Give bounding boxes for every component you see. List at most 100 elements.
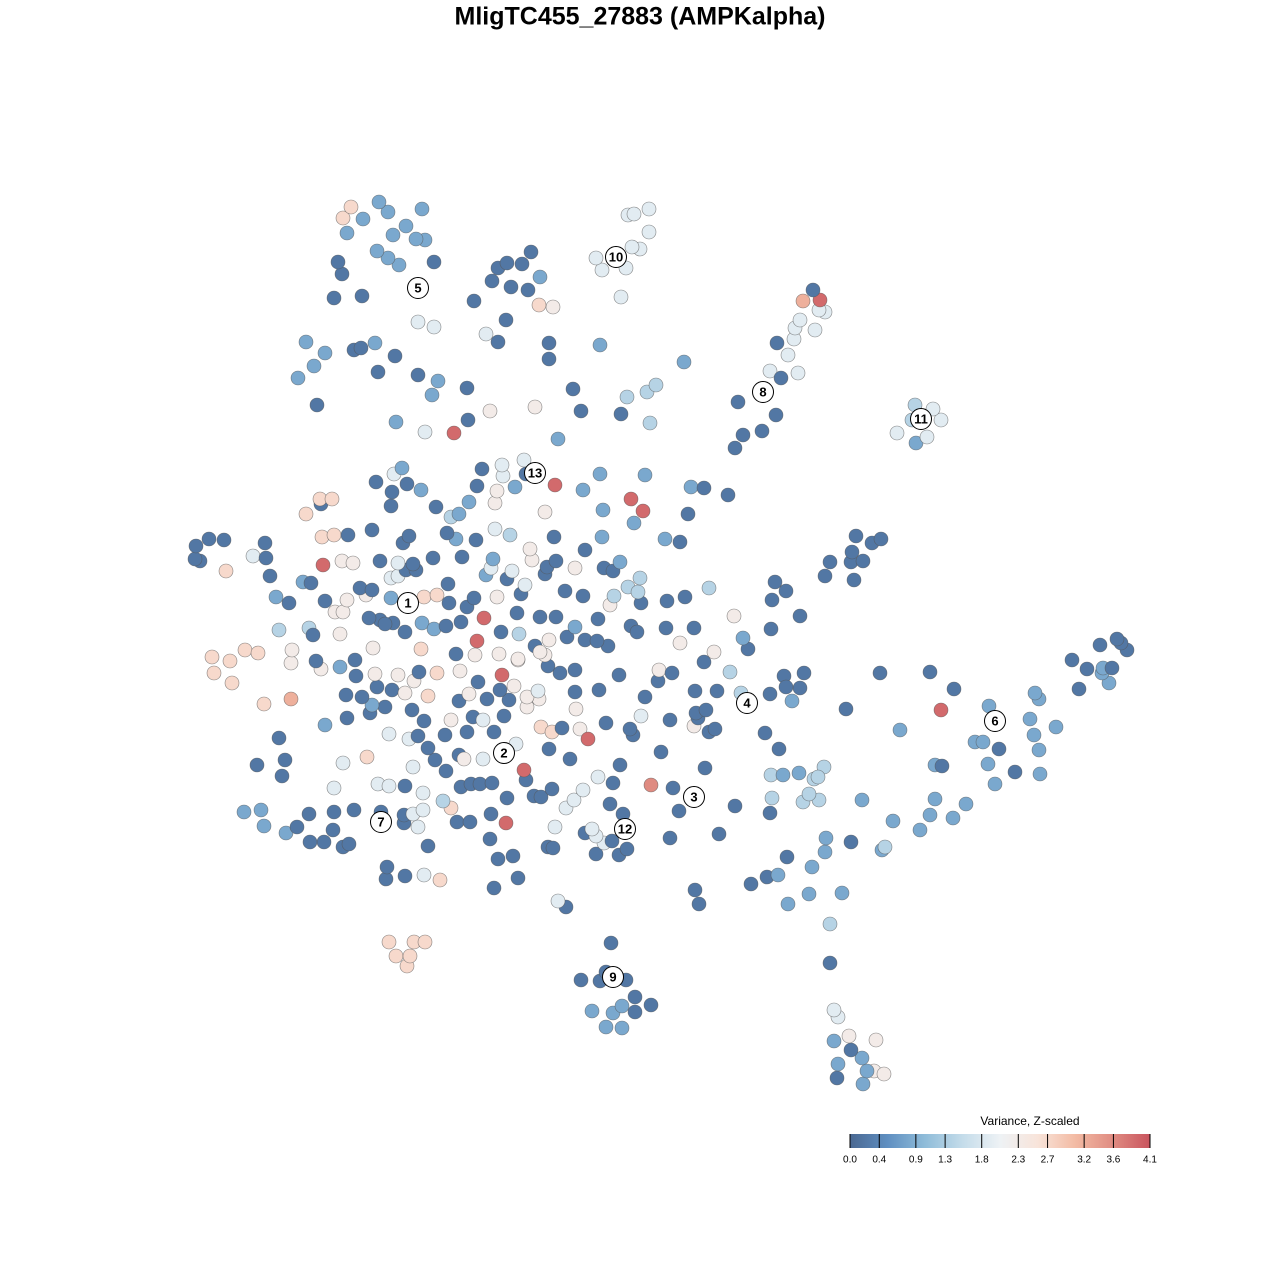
point	[204, 649, 220, 665]
point	[517, 577, 533, 593]
point	[326, 290, 342, 306]
point	[354, 689, 370, 705]
point	[1101, 675, 1117, 691]
point	[691, 896, 707, 912]
colorbar-tick-label: 3.2	[1077, 1155, 1091, 1166]
point	[338, 687, 354, 703]
point	[339, 225, 355, 241]
point	[623, 491, 639, 507]
point	[1007, 764, 1023, 780]
point	[854, 792, 870, 808]
point	[468, 532, 484, 548]
point	[889, 425, 905, 441]
point	[487, 521, 503, 537]
point	[330, 254, 346, 270]
point	[1026, 727, 1042, 743]
point	[443, 712, 459, 728]
colorbar-tick-label: 0.0	[843, 1155, 857, 1166]
cluster-label: 13	[528, 465, 542, 480]
point	[826, 1033, 842, 1049]
point	[637, 689, 653, 705]
point	[683, 479, 699, 495]
point	[768, 407, 784, 423]
point	[475, 751, 491, 767]
points	[187, 194, 1135, 1092]
point	[589, 633, 605, 649]
point	[474, 461, 490, 477]
point	[506, 678, 522, 694]
point	[479, 691, 495, 707]
point	[324, 491, 340, 507]
point	[249, 757, 265, 773]
point	[532, 609, 548, 625]
point	[541, 632, 557, 648]
point	[383, 498, 399, 514]
point	[335, 210, 351, 226]
point	[1064, 652, 1080, 668]
point	[274, 768, 290, 784]
point	[364, 582, 380, 598]
point	[791, 765, 807, 781]
point	[552, 665, 568, 681]
point	[598, 715, 614, 731]
point	[927, 791, 943, 807]
point	[466, 590, 482, 606]
point	[467, 647, 483, 663]
point	[720, 487, 736, 503]
point	[696, 480, 712, 496]
point	[1104, 660, 1120, 676]
point	[250, 645, 266, 661]
point	[532, 269, 548, 285]
point	[394, 460, 410, 476]
point	[405, 759, 421, 775]
point	[411, 664, 427, 680]
point	[492, 682, 508, 698]
point	[410, 367, 426, 383]
point	[303, 575, 319, 591]
point	[991, 741, 1007, 757]
point	[573, 403, 589, 419]
point	[554, 720, 570, 736]
point	[377, 616, 393, 632]
point	[188, 538, 204, 554]
cluster-label: 1	[404, 595, 411, 610]
point	[817, 568, 833, 584]
point	[859, 1063, 875, 1079]
point	[826, 1002, 842, 1018]
cluster-label: 4	[743, 695, 751, 710]
point	[735, 427, 751, 443]
point	[222, 653, 238, 669]
point	[1071, 681, 1087, 697]
point	[486, 880, 502, 896]
point	[664, 665, 680, 681]
point	[284, 642, 300, 658]
cluster-badge	[397, 592, 419, 614]
point	[448, 646, 464, 662]
point	[504, 563, 520, 579]
point	[491, 646, 507, 662]
point	[402, 948, 418, 964]
point	[792, 312, 808, 328]
point	[380, 204, 396, 220]
cluster-label: 8	[759, 384, 766, 399]
point	[462, 814, 478, 830]
point	[603, 935, 619, 951]
point	[489, 483, 505, 499]
point	[490, 334, 506, 350]
point	[218, 563, 234, 579]
point	[533, 789, 549, 805]
point	[397, 624, 413, 640]
point	[390, 555, 406, 571]
point	[754, 423, 770, 439]
point	[505, 848, 521, 864]
point	[594, 262, 610, 278]
point	[1032, 766, 1048, 782]
point	[459, 380, 475, 396]
point	[364, 697, 380, 713]
point	[822, 554, 838, 570]
point	[256, 696, 272, 712]
point	[1048, 719, 1064, 735]
point	[722, 664, 738, 680]
cluster-label: 10	[609, 249, 623, 264]
point	[420, 838, 436, 854]
